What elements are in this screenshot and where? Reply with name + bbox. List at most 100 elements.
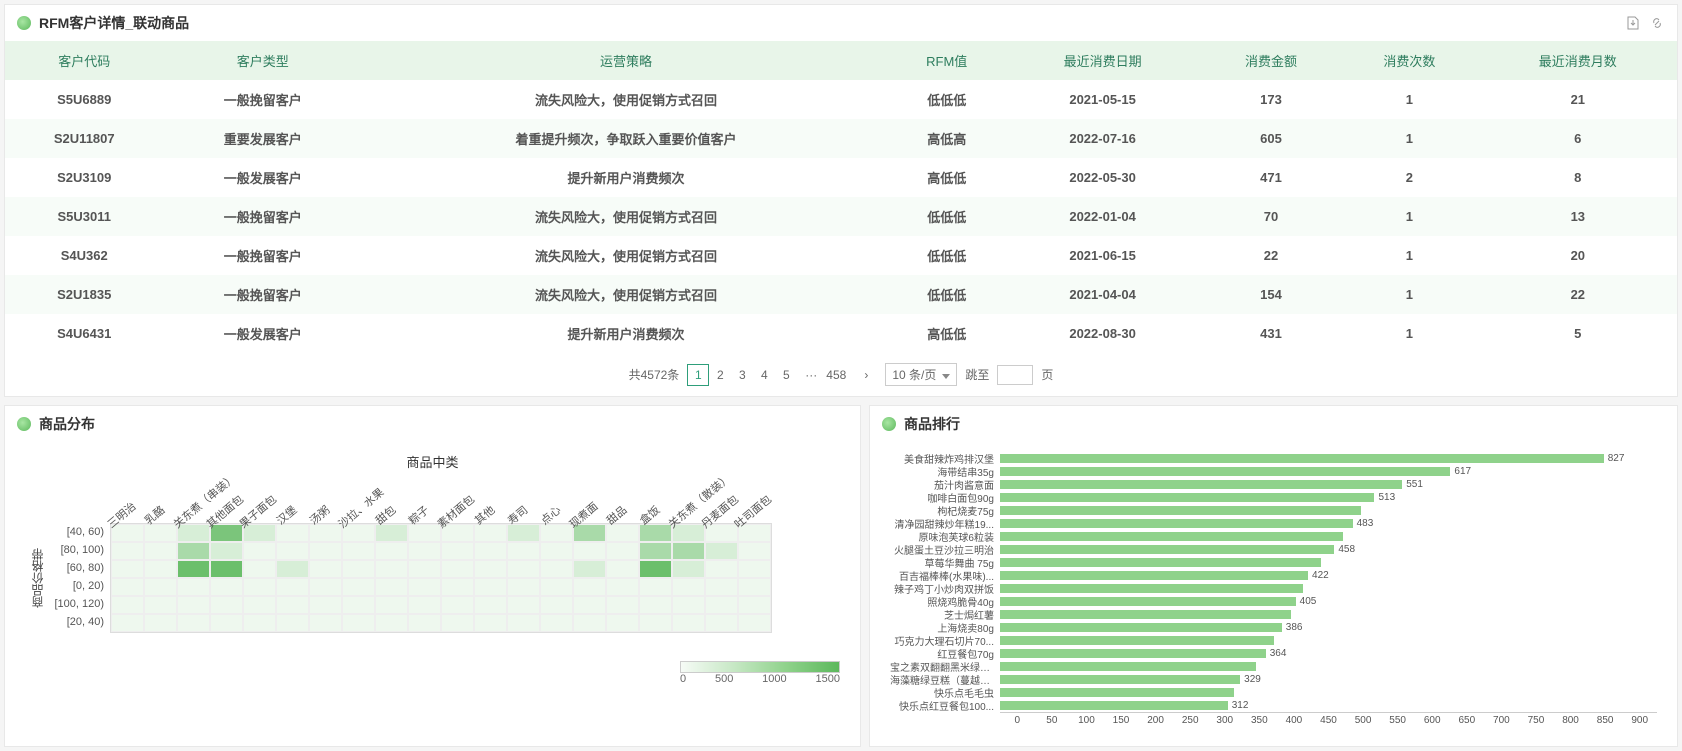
heatmap-cell[interactable] — [309, 560, 342, 578]
heatmap-cell[interactable] — [408, 560, 441, 578]
heatmap-cell[interactable] — [276, 560, 309, 578]
heatmap-cell[interactable] — [705, 578, 738, 596]
heatmap-cell[interactable] — [573, 614, 606, 632]
heatmap-cell[interactable] — [210, 596, 243, 614]
heatmap-cell[interactable] — [309, 542, 342, 560]
heatmap-cell[interactable] — [738, 596, 771, 614]
heatmap-cell[interactable] — [705, 542, 738, 560]
bar-row[interactable]: 照烧鸡脆骨40g405 — [890, 595, 1657, 608]
heatmap-cell[interactable] — [672, 614, 705, 632]
table-row[interactable]: S4U362一般挽留客户流失风险大，使用促销方式召回低低低2021-06-152… — [5, 236, 1677, 275]
bar-row[interactable]: 快乐点红豆餐包100...312 — [890, 699, 1657, 712]
heatmap-cell[interactable] — [177, 596, 210, 614]
heatmap-cell[interactable] — [210, 542, 243, 560]
heatmap-cell[interactable] — [375, 578, 408, 596]
heatmap-cell[interactable] — [276, 578, 309, 596]
table-row[interactable]: S5U6889一般挽留客户流失风险大，使用促销方式召回低低低2021-05-15… — [5, 80, 1677, 119]
heatmap-cell[interactable] — [738, 560, 771, 578]
heatmap-cell[interactable] — [672, 542, 705, 560]
heatmap-cell[interactable] — [408, 596, 441, 614]
bar-row[interactable]: 百吉福棒棒(水果味)...422 — [890, 569, 1657, 582]
heatmap-cell[interactable] — [672, 596, 705, 614]
heatmap-cell[interactable] — [375, 560, 408, 578]
heatmap-cell[interactable] — [507, 596, 540, 614]
heatmap-cell[interactable] — [738, 578, 771, 596]
heatmap-cell[interactable] — [309, 614, 342, 632]
heatmap-cell[interactable] — [606, 578, 639, 596]
heatmap-cell[interactable] — [639, 596, 672, 614]
heatmap-cell[interactable] — [177, 578, 210, 596]
page-last[interactable]: 458 — [825, 364, 847, 386]
table-header[interactable]: 最近消费月数 — [1479, 41, 1677, 80]
heatmap-cell[interactable] — [408, 614, 441, 632]
heatmap-cell[interactable] — [375, 542, 408, 560]
heatmap-cell[interactable] — [342, 578, 375, 596]
bar-row[interactable]: 芝士焗红薯 — [890, 608, 1657, 621]
heatmap-cell[interactable] — [507, 560, 540, 578]
heatmap-cell[interactable] — [177, 614, 210, 632]
bar-row[interactable]: 快乐点毛毛虫 — [890, 686, 1657, 699]
table-row[interactable]: S2U1835一般挽留客户流失风险大，使用促销方式召回低低低2021-04-04… — [5, 275, 1677, 314]
heatmap-cell[interactable] — [441, 578, 474, 596]
heatmap-cell[interactable] — [177, 560, 210, 578]
export-icon[interactable] — [1625, 15, 1641, 31]
bar-row[interactable]: 辣子鸡丁小炒肉双拼饭 — [890, 582, 1657, 595]
heatmap-cell[interactable] — [210, 614, 243, 632]
heatmap-cell[interactable] — [606, 614, 639, 632]
bar-row[interactable]: 上海烧卖80g386 — [890, 621, 1657, 634]
bar-row[interactable]: 草莓华舞曲 75g — [890, 556, 1657, 569]
page-next[interactable]: › — [855, 364, 877, 386]
heatmap-cell[interactable] — [705, 596, 738, 614]
heatmap-cell[interactable] — [672, 560, 705, 578]
heatmap-cell[interactable] — [474, 542, 507, 560]
heatmap-cell[interactable] — [243, 596, 276, 614]
page-button[interactable]: 5 — [775, 364, 797, 386]
table-header[interactable]: 客户代码 — [5, 41, 164, 80]
heatmap-cell[interactable] — [342, 614, 375, 632]
table-row[interactable]: S5U3011一般挽留客户流失风险大，使用促销方式召回低低低2022-01-04… — [5, 197, 1677, 236]
heatmap-cell[interactable] — [474, 596, 507, 614]
heatmap-cell[interactable] — [408, 542, 441, 560]
heatmap-cell[interactable] — [342, 596, 375, 614]
heatmap-cell[interactable] — [606, 596, 639, 614]
heatmap-cell[interactable] — [540, 542, 573, 560]
heatmap-cell[interactable] — [540, 560, 573, 578]
bar-row[interactable]: 宝之素双翻翻黑米绿豆... — [890, 660, 1657, 673]
heatmap-cell[interactable] — [639, 542, 672, 560]
heatmap-cell[interactable] — [507, 542, 540, 560]
heatmap-cell[interactable] — [507, 614, 540, 632]
bar-row[interactable]: 火腿蛋土豆沙拉三明治458 — [890, 543, 1657, 556]
table-header[interactable]: 消费金额 — [1202, 41, 1340, 80]
heatmap-cell[interactable] — [144, 578, 177, 596]
per-page-select[interactable]: 10 条/页 — [885, 363, 957, 386]
heatmap-cell[interactable] — [573, 542, 606, 560]
heatmap-cell[interactable] — [639, 578, 672, 596]
heatmap-cell[interactable] — [474, 560, 507, 578]
table-header[interactable]: RFM值 — [890, 41, 1003, 80]
heatmap-cell[interactable] — [639, 614, 672, 632]
table-header[interactable]: 运营策略 — [362, 41, 890, 80]
bar-row[interactable]: 茄汁肉酱意面551 — [890, 478, 1657, 491]
link-icon[interactable] — [1649, 15, 1665, 31]
heatmap-cell[interactable] — [441, 614, 474, 632]
table-row[interactable]: S2U11807重要发展客户着重提升频次，争取跃入重要价值客户高低高2022-0… — [5, 119, 1677, 158]
heatmap-cell[interactable] — [111, 614, 144, 632]
heatmap-cell[interactable] — [540, 596, 573, 614]
table-row[interactable]: S4U6431一般发展客户提升新用户消费频次高低低2022-08-3043115 — [5, 314, 1677, 353]
heatmap-cell[interactable] — [276, 614, 309, 632]
heatmap-cell[interactable] — [738, 614, 771, 632]
heatmap-cell[interactable] — [573, 560, 606, 578]
table-header[interactable]: 最近消费日期 — [1003, 41, 1201, 80]
heatmap-cell[interactable] — [210, 578, 243, 596]
heatmap-cell[interactable] — [276, 542, 309, 560]
page-button[interactable]: 3 — [731, 364, 753, 386]
bar-row[interactable]: 海藻糖绿豆糕（蔓越莓...329 — [890, 673, 1657, 686]
heatmap-cell[interactable] — [276, 596, 309, 614]
table-header[interactable]: 客户类型 — [164, 41, 362, 80]
heatmap-cell[interactable] — [540, 578, 573, 596]
bar-row[interactable]: 红豆餐包70g364 — [890, 647, 1657, 660]
bar-row[interactable]: 海带结串35g617 — [890, 465, 1657, 478]
page-button[interactable]: 1 — [687, 364, 709, 386]
heatmap-cell[interactable] — [573, 578, 606, 596]
heatmap-cell[interactable] — [243, 560, 276, 578]
